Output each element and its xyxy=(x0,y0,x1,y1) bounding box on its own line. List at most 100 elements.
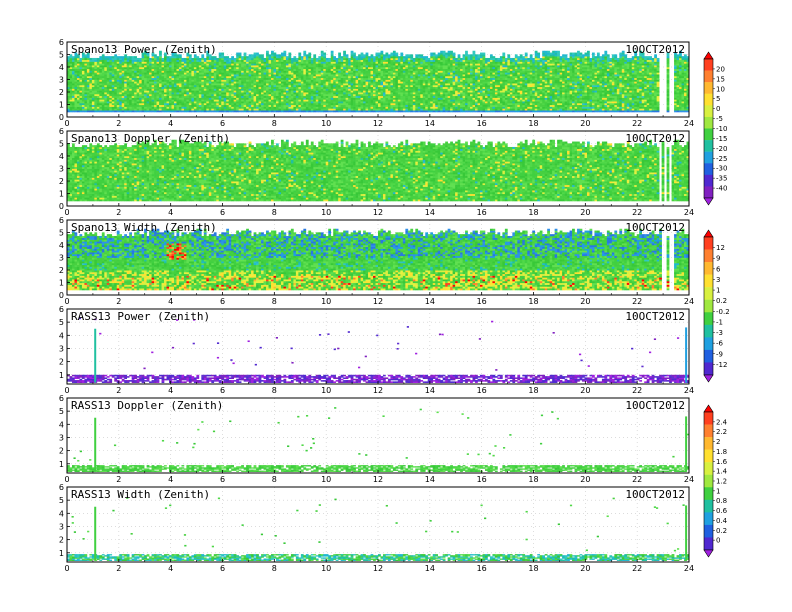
heatmap-cell xyxy=(420,86,424,89)
heatmap-cell xyxy=(271,104,274,107)
heatmap-cell xyxy=(271,72,274,75)
heatmap-cell xyxy=(114,88,118,91)
heatmap-cell xyxy=(236,75,239,79)
heatmap-cell xyxy=(176,90,180,93)
heatmap-cell xyxy=(402,77,406,80)
heatmap-cell xyxy=(335,77,339,80)
heatmap-cell xyxy=(295,68,299,71)
heatmap-cell xyxy=(101,57,105,61)
heatmap-cell xyxy=(338,108,341,111)
heatmap-cell xyxy=(94,77,98,80)
heatmap-cell xyxy=(134,79,137,82)
heatmap-cell xyxy=(116,61,120,64)
heatmap-cell xyxy=(382,108,386,111)
heatmap-cell xyxy=(191,61,195,64)
heatmap-cell xyxy=(218,81,222,84)
heatmap-cell xyxy=(169,61,172,64)
heatmap-cell xyxy=(136,93,140,97)
heatmap-cell xyxy=(330,88,334,91)
heatmap-cell xyxy=(350,52,354,55)
heatmap-cell xyxy=(221,66,225,70)
heatmap-cell xyxy=(109,86,113,89)
heatmap-cell xyxy=(81,75,85,79)
heatmap-cell xyxy=(390,92,394,95)
heatmap-cell xyxy=(273,110,277,113)
heatmap-cell xyxy=(169,75,172,79)
heatmap-cell xyxy=(256,95,259,98)
heatmap-cell xyxy=(144,95,147,98)
heatmap-cell xyxy=(335,83,339,86)
heatmap-cell xyxy=(368,106,371,109)
heatmap-cell xyxy=(427,77,431,80)
heatmap-cell xyxy=(76,72,80,75)
heatmap-cell xyxy=(116,84,120,88)
heatmap-cell xyxy=(241,66,244,70)
heatmap-cell xyxy=(186,77,190,80)
heatmap-cell xyxy=(114,65,118,68)
heatmap-cell xyxy=(114,61,118,64)
heatmap-cell xyxy=(176,97,180,100)
heatmap-cell xyxy=(380,99,384,102)
heatmap-cell xyxy=(447,50,451,53)
heatmap-cell xyxy=(81,68,85,71)
heatmap-cell xyxy=(176,86,180,89)
heatmap-cell xyxy=(233,77,237,80)
heatmap-cell xyxy=(335,97,339,100)
heatmap-cell xyxy=(188,102,192,106)
heatmap-cell xyxy=(432,86,436,89)
heatmap-cell xyxy=(295,110,299,113)
heatmap-cell xyxy=(228,97,232,100)
heatmap-cell xyxy=(315,74,319,77)
heatmap-cell xyxy=(435,108,439,111)
heatmap-cell xyxy=(106,102,110,106)
heatmap-cell xyxy=(106,86,110,89)
heatmap-cell xyxy=(193,74,197,77)
heatmap-cell xyxy=(300,81,304,84)
heatmap-cell xyxy=(308,93,312,97)
heatmap-cell xyxy=(141,54,145,57)
heatmap-cell xyxy=(437,106,441,109)
heatmap-cell xyxy=(358,99,361,102)
heatmap-cell xyxy=(378,83,381,86)
heatmap-cell xyxy=(335,86,339,89)
heatmap-cell xyxy=(266,81,269,84)
heatmap-cell xyxy=(238,79,242,82)
heatmap-cell xyxy=(380,79,384,82)
heatmap-cell xyxy=(353,59,356,62)
heatmap-cell xyxy=(373,86,376,89)
heatmap-cell xyxy=(104,97,108,100)
heatmap-cell xyxy=(76,54,80,57)
heatmap-cell xyxy=(402,75,406,79)
heatmap-cell xyxy=(126,106,130,109)
heatmap-cell xyxy=(166,97,170,100)
heatmap-cell xyxy=(256,97,259,100)
heatmap-cell xyxy=(358,77,361,80)
heatmap-cell xyxy=(218,95,222,98)
heatmap-cell xyxy=(231,74,234,77)
heatmap-cell xyxy=(305,59,309,62)
heatmap-cell xyxy=(283,99,287,102)
heatmap-cell xyxy=(84,104,88,107)
heatmap-cell xyxy=(432,83,436,86)
heatmap-cell xyxy=(156,74,160,77)
heatmap-cell xyxy=(430,66,434,70)
heatmap-cell xyxy=(363,99,366,102)
heatmap-cell xyxy=(410,66,414,70)
heatmap-cell xyxy=(196,102,200,106)
heatmap-cell xyxy=(114,79,118,82)
heatmap-cell xyxy=(320,104,324,107)
heatmap-cell xyxy=(407,84,411,88)
heatmap-cell xyxy=(358,72,361,75)
heatmap-cell xyxy=(173,59,177,62)
heatmap-cell xyxy=(382,57,386,61)
heatmap-cell xyxy=(171,70,175,73)
heatmap-cell xyxy=(298,61,302,64)
heatmap-cell xyxy=(412,84,416,88)
heatmap-cell xyxy=(169,68,172,71)
heatmap-cell xyxy=(295,84,299,88)
heatmap-cell xyxy=(350,57,354,61)
heatmap-cell xyxy=(387,110,391,113)
heatmap-cell xyxy=(124,108,128,111)
heatmap-cell xyxy=(203,104,207,107)
heatmap-cell xyxy=(81,102,85,106)
